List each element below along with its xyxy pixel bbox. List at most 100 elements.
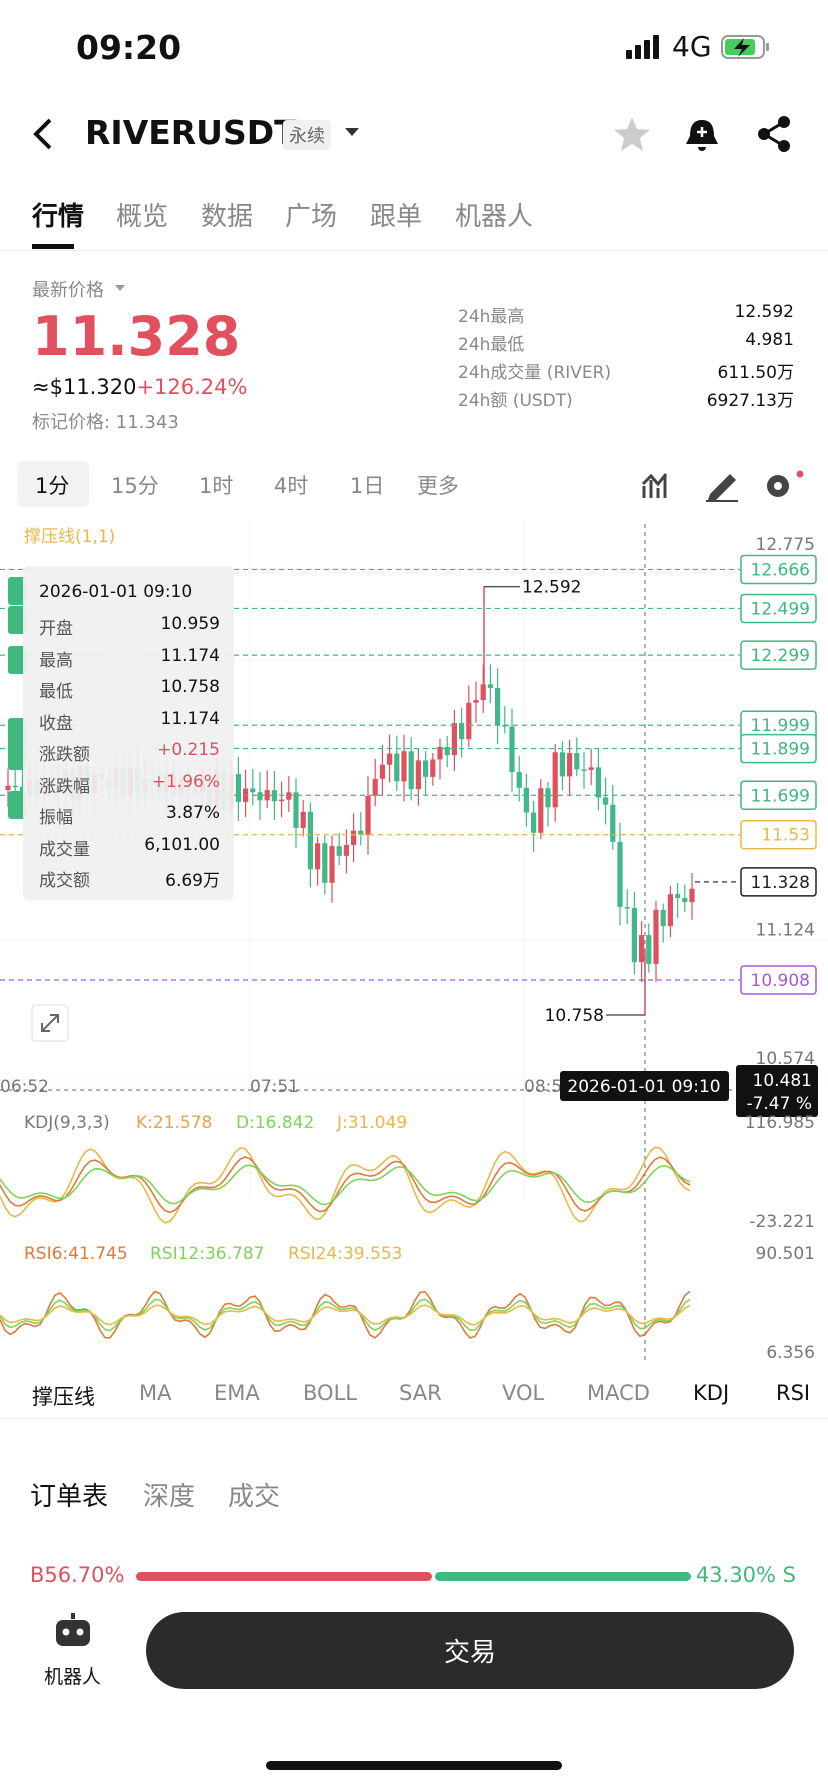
candle-body bbox=[387, 753, 393, 765]
price-axis-label: 11.124 bbox=[756, 921, 815, 941]
time-label: 06:52 bbox=[0, 1077, 49, 1097]
candle-body bbox=[552, 752, 558, 808]
price-change: +126.24% bbox=[136, 375, 248, 399]
buy-ratio: B56.70% bbox=[30, 1563, 125, 1587]
symbol[interactable]: RIVERUSDT bbox=[85, 113, 297, 152]
candle-body bbox=[329, 846, 335, 883]
tab[interactable]: 跟单 bbox=[370, 202, 423, 232]
candle-body bbox=[379, 764, 385, 779]
kdj-axis: 116.985 bbox=[745, 1113, 815, 1133]
candle-body bbox=[264, 790, 270, 801]
rsi-axis: 6.356 bbox=[766, 1343, 815, 1360]
price-label: 最新价格 bbox=[32, 280, 104, 301]
candle-body bbox=[279, 799, 285, 802]
level-tag bbox=[740, 819, 817, 850]
status-time: 09:20 bbox=[76, 28, 182, 67]
indicator-tab[interactable]: EMA bbox=[214, 1381, 260, 1405]
kdj-label: D:16.842 bbox=[236, 1113, 314, 1133]
robot-icon[interactable] bbox=[54, 1612, 92, 1648]
orderbook-tab[interactable]: 订单表 bbox=[30, 1482, 109, 1512]
level-side-tag bbox=[8, 742, 26, 770]
stat-value: 6927.13万 bbox=[706, 391, 794, 411]
tooltip-label: 成交额 bbox=[39, 871, 90, 891]
tab[interactable]: 广场 bbox=[285, 202, 338, 232]
kline-chart[interactable]: 撑压线(1,1) 12.775 11.124 10.574 12.592 10.758 12… bbox=[0, 520, 828, 1360]
candle-body bbox=[358, 830, 364, 835]
tooltip-value: +1.96% bbox=[151, 771, 220, 792]
candle-body bbox=[322, 843, 328, 883]
indicator-tab[interactable]: KDJ bbox=[693, 1381, 730, 1405]
candle-body bbox=[250, 788, 256, 793]
sell-ratio: 43.30% S bbox=[695, 1563, 796, 1587]
stat-label: 24h最低 bbox=[458, 335, 525, 355]
level-tag bbox=[740, 554, 817, 585]
interval[interactable]: 15分 bbox=[111, 474, 159, 498]
candle-body bbox=[689, 888, 695, 903]
dropdown[interactable] bbox=[343, 126, 361, 138]
tab[interactable]: 机器人 bbox=[455, 202, 534, 232]
indicator-tab[interactable]: VOL bbox=[502, 1381, 545, 1405]
stat-label: 24h成交量 (RIVER) bbox=[458, 363, 612, 383]
indicator-tab[interactable]: MACD bbox=[587, 1381, 650, 1405]
crosshair-price-bg bbox=[736, 1065, 818, 1117]
candle-body bbox=[531, 812, 537, 833]
tooltip-label: 成交量 bbox=[39, 839, 90, 860]
interval[interactable]: 1日 bbox=[350, 474, 385, 498]
robot-label[interactable]: 机器人 bbox=[44, 1666, 102, 1688]
tab-underline bbox=[32, 244, 74, 249]
rsi-line bbox=[0, 1298, 691, 1332]
level-label: 11.999 bbox=[751, 716, 810, 736]
price-axis-label: 12.775 bbox=[756, 535, 815, 555]
stat-label: 24h最高 bbox=[458, 307, 525, 327]
network: 4G bbox=[672, 30, 712, 63]
tab[interactable]: 数据 bbox=[201, 202, 254, 232]
indicator-tab[interactable]: MA bbox=[139, 1381, 172, 1405]
candle-body bbox=[459, 723, 465, 740]
orderbook-tab[interactable]: 成交 bbox=[228, 1482, 281, 1512]
candle-body bbox=[624, 906, 630, 909]
candle-body bbox=[617, 841, 623, 907]
interval[interactable]: 1分 bbox=[35, 474, 70, 498]
orderbook-tab[interactable]: 深度 bbox=[143, 1482, 196, 1512]
tooltip-value: 10.758 bbox=[160, 677, 220, 697]
chart-tools[interactable] bbox=[640, 468, 820, 502]
indicator-tab[interactable]: SAR bbox=[399, 1381, 442, 1405]
header-actions[interactable] bbox=[612, 114, 802, 154]
candle-body bbox=[595, 767, 601, 798]
tab[interactable]: 行情 bbox=[32, 202, 85, 232]
interval-selected-bg bbox=[17, 461, 89, 507]
tooltip-label: 开盘 bbox=[39, 619, 73, 639]
interval[interactable]: 更多 bbox=[417, 474, 459, 498]
indicator-tab[interactable]: RSI bbox=[776, 1381, 811, 1405]
kdj-line bbox=[0, 1164, 691, 1206]
candle-body bbox=[675, 894, 681, 898]
indicator-tab[interactable]: BOLL bbox=[303, 1381, 357, 1405]
stat-value: 4.981 bbox=[745, 330, 794, 350]
candle-body bbox=[603, 797, 609, 805]
interval[interactable]: 4时 bbox=[274, 474, 309, 498]
tooltip-value: 11.174 bbox=[160, 708, 220, 729]
level-tag bbox=[740, 965, 817, 995]
candle-body bbox=[300, 811, 306, 828]
trade-button[interactable]: 交易 bbox=[146, 1612, 794, 1689]
level-tag bbox=[740, 640, 817, 670]
tooltip-label: 涨跌幅 bbox=[39, 776, 90, 797]
candle-body bbox=[19, 786, 25, 795]
candle-body bbox=[631, 908, 637, 963]
interval[interactable]: 1时 bbox=[199, 474, 234, 498]
tooltip-label: 涨跌额 bbox=[39, 745, 90, 765]
candle-body bbox=[451, 723, 457, 756]
candle-body bbox=[307, 811, 313, 870]
tab[interactable]: 概览 bbox=[116, 202, 169, 232]
time-label: 07:51 bbox=[250, 1077, 299, 1097]
candle-body bbox=[336, 846, 342, 856]
candle-body bbox=[545, 788, 551, 808]
level-side-tag bbox=[8, 791, 26, 819]
kdj-label: J:31.049 bbox=[336, 1113, 407, 1133]
tooltip-value: 10.959 bbox=[160, 614, 220, 634]
back-button[interactable] bbox=[28, 116, 58, 152]
candle-body bbox=[610, 804, 616, 842]
indicator-tab[interactable]: 撑压线 bbox=[32, 1385, 95, 1409]
time-label: 08:5 bbox=[524, 1077, 562, 1097]
